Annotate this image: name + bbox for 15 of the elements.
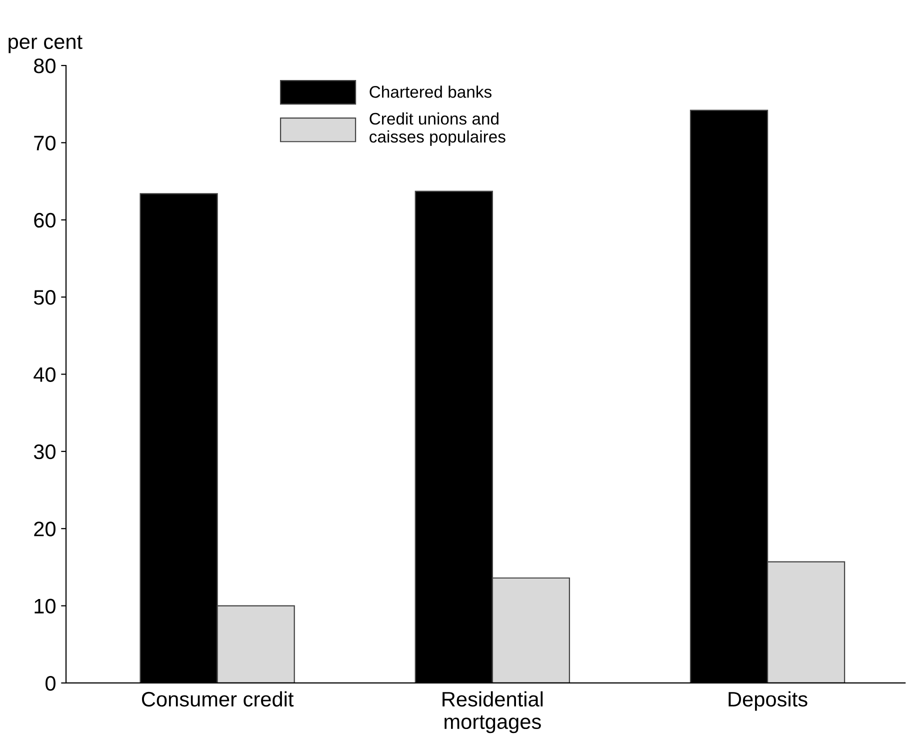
x-tick-label: Residential mortgages [442, 691, 543, 734]
y-tick-label: 10 [34, 598, 56, 614]
y-tick-label: 20 [34, 522, 56, 536]
y-tick-label: 50 [34, 290, 56, 305]
y-tick-label: 60 [34, 212, 56, 228]
y-axis-title: per cent [8, 35, 82, 54]
y-tick-label: 80 [34, 58, 56, 74]
legend-label: Chartered banks [370, 86, 492, 98]
legend-label: Credit unions and caisses populaires [370, 112, 506, 146]
y-tick-label: 70 [34, 136, 56, 150]
y-tick-label: 0 [46, 676, 56, 691]
y-tick-label: 30 [34, 444, 56, 460]
x-tick-label: Consumer credit [142, 691, 294, 707]
y-tick-label: 40 [34, 367, 56, 382]
x-tick-label: Deposits [728, 691, 808, 711]
